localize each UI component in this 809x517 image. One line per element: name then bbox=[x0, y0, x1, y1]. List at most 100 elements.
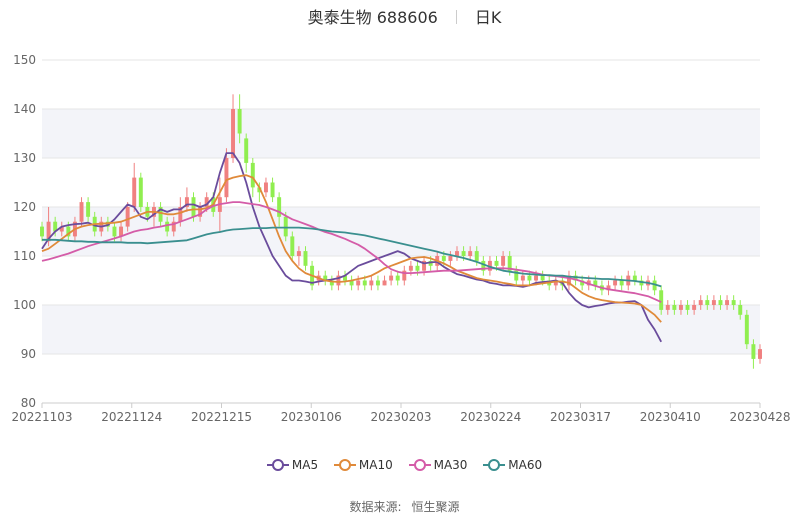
plot-bands bbox=[42, 109, 760, 354]
candle-body bbox=[711, 300, 716, 305]
candle-body bbox=[336, 275, 341, 286]
candle bbox=[389, 270, 394, 286]
legend-label: MA5 bbox=[291, 458, 319, 472]
candle-body bbox=[369, 280, 374, 286]
x-tick-label: 20230428 bbox=[729, 410, 790, 424]
candle-body bbox=[672, 305, 677, 310]
candle-body bbox=[514, 270, 519, 281]
candle bbox=[652, 275, 657, 296]
ma5-legend-icon bbox=[266, 459, 289, 471]
y-tick-label: 110 bbox=[13, 249, 36, 263]
x-tick-label: 20221215 bbox=[191, 410, 252, 424]
candle-body bbox=[323, 275, 328, 281]
plot-band bbox=[42, 109, 760, 158]
candle bbox=[349, 275, 354, 291]
candle-body bbox=[481, 260, 486, 271]
y-tick-label: 80 bbox=[21, 396, 36, 410]
candle bbox=[356, 275, 361, 291]
candle bbox=[231, 94, 236, 163]
candle bbox=[705, 295, 710, 310]
candle-body bbox=[46, 221, 51, 242]
candle bbox=[224, 148, 229, 203]
legend-item-ma30[interactable]: MA30 bbox=[408, 458, 468, 472]
candle-body bbox=[244, 138, 249, 163]
candle-body bbox=[40, 226, 44, 237]
candle-body bbox=[79, 202, 84, 222]
candle bbox=[375, 275, 380, 291]
candle bbox=[244, 133, 249, 173]
candle-body bbox=[362, 280, 367, 286]
candle bbox=[698, 295, 703, 310]
candle-body bbox=[250, 162, 255, 188]
candle-body bbox=[132, 177, 137, 207]
candle-body bbox=[639, 280, 644, 286]
candle-body bbox=[698, 300, 703, 305]
candle-body bbox=[718, 300, 723, 305]
legend-item-ma10[interactable]: MA10 bbox=[333, 458, 393, 472]
candle-body bbox=[678, 305, 683, 310]
candle-body bbox=[758, 349, 762, 359]
candle-body bbox=[112, 226, 117, 237]
candle-body bbox=[652, 280, 657, 291]
stock-name: 奥泰生物 688606 bbox=[307, 8, 438, 27]
candle bbox=[369, 275, 374, 291]
legend-label: MA10 bbox=[358, 458, 393, 472]
candle-body bbox=[257, 187, 262, 193]
candle bbox=[343, 270, 347, 286]
candle-body bbox=[343, 275, 347, 281]
candle-body bbox=[270, 182, 275, 198]
candle bbox=[566, 270, 571, 291]
title-separator bbox=[455, 10, 457, 24]
candle-body bbox=[573, 275, 578, 281]
candle bbox=[277, 192, 282, 227]
candle-body bbox=[441, 256, 446, 261]
candle bbox=[751, 339, 756, 369]
candle bbox=[323, 270, 328, 286]
candle-body bbox=[415, 265, 420, 271]
ma-lines bbox=[41, 152, 662, 343]
legend-item-ma5[interactable]: MA5 bbox=[266, 458, 319, 472]
candle-body bbox=[191, 197, 196, 217]
period-label: 日K bbox=[474, 8, 502, 27]
candle bbox=[448, 251, 453, 266]
data-source: 数据来源: 恒生聚源 bbox=[0, 498, 809, 515]
candle-body bbox=[263, 182, 268, 193]
candle-body bbox=[356, 280, 361, 286]
candle-body bbox=[744, 314, 749, 345]
candle-body bbox=[158, 207, 163, 222]
candle bbox=[125, 202, 130, 232]
ma30-legend-icon bbox=[408, 459, 431, 471]
ma60-legend-icon bbox=[483, 459, 506, 471]
candle-body bbox=[59, 226, 64, 232]
candle-body bbox=[277, 197, 282, 217]
candle bbox=[632, 270, 637, 286]
candle-body bbox=[53, 221, 58, 232]
candle-body bbox=[165, 221, 170, 232]
candle-body bbox=[685, 305, 690, 310]
candle-body bbox=[283, 216, 288, 237]
plot-band bbox=[42, 305, 760, 354]
candle-body bbox=[632, 275, 637, 281]
plot-band bbox=[42, 207, 760, 256]
candle-body bbox=[705, 300, 710, 305]
candle bbox=[619, 275, 624, 291]
x-tick-label: 20221124 bbox=[101, 410, 162, 424]
candle-body bbox=[586, 280, 591, 286]
candle bbox=[738, 300, 743, 320]
source-value: 恒生聚源 bbox=[411, 500, 460, 514]
legend-item-ma60[interactable]: MA60 bbox=[483, 458, 542, 472]
candle bbox=[290, 231, 295, 261]
candle bbox=[79, 197, 84, 227]
candle-body bbox=[402, 270, 407, 281]
ma10-legend-icon bbox=[333, 459, 356, 471]
legend-label: MA30 bbox=[433, 458, 468, 472]
candle bbox=[758, 344, 762, 364]
candle bbox=[329, 275, 334, 291]
candle bbox=[659, 285, 664, 315]
candle bbox=[138, 172, 143, 212]
candle bbox=[527, 270, 532, 286]
candle bbox=[171, 216, 176, 237]
candle bbox=[665, 300, 670, 315]
x-axis: 20221103 20221124 20221215 20230106 20230203… bbox=[11, 402, 791, 424]
